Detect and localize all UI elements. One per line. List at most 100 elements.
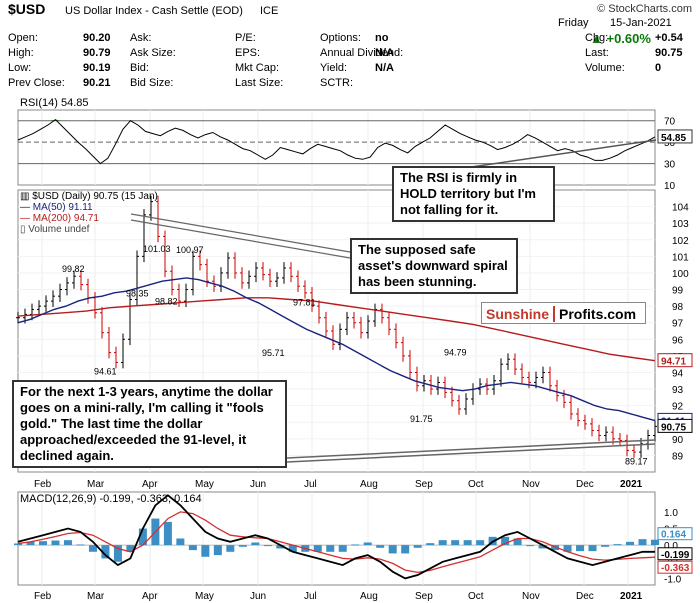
macd-histogram-bar (388, 545, 397, 554)
callout-line (130, 219, 351, 259)
quote-value: 90.79 (83, 47, 111, 59)
price-annotation: 94.61 (94, 366, 117, 376)
quote-day: Friday (558, 17, 589, 29)
price-tick-label: 99 (672, 286, 684, 297)
macd-histogram-bar (76, 544, 85, 546)
macd-month-label: May (195, 591, 214, 602)
macd-histogram-bar (201, 545, 210, 557)
macd-histogram-bar (563, 545, 572, 552)
price-month-label: Aug (360, 479, 378, 490)
macd-histogram-bar (288, 545, 297, 552)
price-tick-label: 92 (672, 402, 684, 413)
macd-last-box (657, 527, 693, 541)
quote-value: no (375, 32, 389, 44)
quote-value: +0.54 (655, 32, 683, 44)
macd-last-label: 0.164 (661, 530, 686, 541)
price-last-box (657, 353, 693, 368)
exchange-label: ICE (260, 5, 279, 17)
rsi-tick-label: 50 (664, 138, 676, 149)
price-month-label: Jul (304, 479, 317, 490)
macd-histogram-bar (638, 539, 647, 546)
price-month-label: Apr (142, 479, 158, 490)
macd-histogram-bar (626, 541, 635, 546)
macd-histogram-bar (576, 545, 585, 552)
rsi-panel-frame (17, 109, 656, 186)
macd-month-label: 2021 (620, 591, 643, 602)
quote-value: N/A (375, 62, 394, 74)
quote-value: 90.19 (83, 62, 111, 74)
macd-histogram-bar (463, 540, 472, 546)
quote-label: Prev Close: (8, 77, 65, 89)
quote-label: Yield: (320, 62, 348, 74)
macd-histogram-bar (88, 545, 97, 552)
ma200-line (17, 297, 656, 362)
price-tick-label: 97 (672, 319, 684, 330)
macd-histogram-bar (176, 538, 185, 546)
macd-month-label: Sep (415, 591, 433, 602)
macd-last-label: -0.363 (661, 563, 690, 574)
price-tick-label: 104 (672, 203, 689, 214)
macd-histogram-bar (476, 540, 485, 546)
legend-volume: ▯ Volume undef (20, 224, 90, 235)
price-tick-label: 93 (672, 385, 684, 396)
rsi-line (17, 118, 656, 165)
macd-month-label: Jun (250, 591, 266, 602)
macd-histogram-bar (113, 545, 122, 562)
callout-line (130, 213, 351, 253)
price-tick-label: 96 (672, 335, 684, 346)
macd-title: MACD(12,26,9) -0.199, -0.363, 0.164 (20, 493, 202, 505)
price-month-label: 2021 (620, 479, 643, 490)
spiral-annotation: The supposed safe asset's downward spira… (350, 238, 518, 294)
rsi-tick-label: 70 (664, 117, 676, 128)
ticker-name: US Dollar Index - Cash Settle (EOD) (65, 5, 243, 17)
price-last-label: 94.71 (661, 357, 686, 368)
quote-label: Open: (8, 32, 38, 44)
rsi-overbought-fill (55, 119, 63, 121)
quote-label: Bid: (130, 62, 149, 74)
quote-label: Options: (320, 32, 361, 44)
macd-histogram-bar (601, 545, 610, 547)
macd-histogram-bar (338, 545, 347, 552)
macd-histogram-bar (26, 541, 35, 546)
macd-histogram-bar (513, 538, 522, 546)
macd-histogram-bar (101, 545, 110, 559)
quote-label: SCTR: (320, 77, 353, 89)
quote-label: Ask: (130, 32, 152, 44)
quote-label: Ask Size: (130, 47, 176, 59)
macd-histogram-bar (138, 528, 147, 546)
macd-histogram-bar (51, 540, 60, 546)
price-tick-label: 103 (672, 219, 689, 230)
quote-label: EPS: (235, 47, 261, 59)
price-annotation: 101.03 (143, 244, 171, 254)
price-tick-label: 102 (672, 236, 689, 247)
macd-histogram-bar (426, 543, 435, 546)
quote-label: Annual Dividend: (320, 47, 404, 59)
fools-gold-annotation: For the next 1-3 years, anytime the doll… (12, 380, 287, 468)
price-annotation: 99.82 (62, 264, 85, 274)
quote-header: $USD US Dollar Index - Cash Settle (EOD)… (0, 0, 700, 100)
rsi-last-label: 54.85 (661, 133, 686, 144)
rsi-annotation: The RSI is firmly in HOLD territory but … (392, 166, 555, 222)
macd-histogram-bar (551, 545, 560, 551)
macd-last-box (657, 560, 693, 574)
price-last-label: 90.75 (661, 422, 686, 433)
macd-histogram-bar (38, 541, 47, 546)
price-annotation: 94.79 (444, 347, 467, 357)
price-annotation: 95.71 (262, 348, 285, 358)
source-label: © StockCharts.com (597, 3, 692, 15)
support-line (286, 443, 656, 463)
macd-panel-frame (17, 491, 656, 586)
ma50-line (17, 277, 656, 422)
rsi-tick-label: 30 (664, 160, 676, 171)
macd-histogram-bar (651, 539, 659, 546)
macd-month-label: Dec (576, 591, 594, 602)
price-month-label: Feb (34, 479, 52, 490)
macd-histogram-bar (188, 545, 197, 551)
price-annotation: 89.17 (625, 457, 648, 467)
price-tick-label: 89 (672, 451, 684, 462)
macd-histogram-bar (363, 542, 372, 546)
price-month-label: Nov (522, 479, 540, 490)
quote-label: Low: (8, 62, 32, 74)
macd-histogram-bar (413, 545, 422, 548)
rsi-last-box (657, 129, 693, 144)
